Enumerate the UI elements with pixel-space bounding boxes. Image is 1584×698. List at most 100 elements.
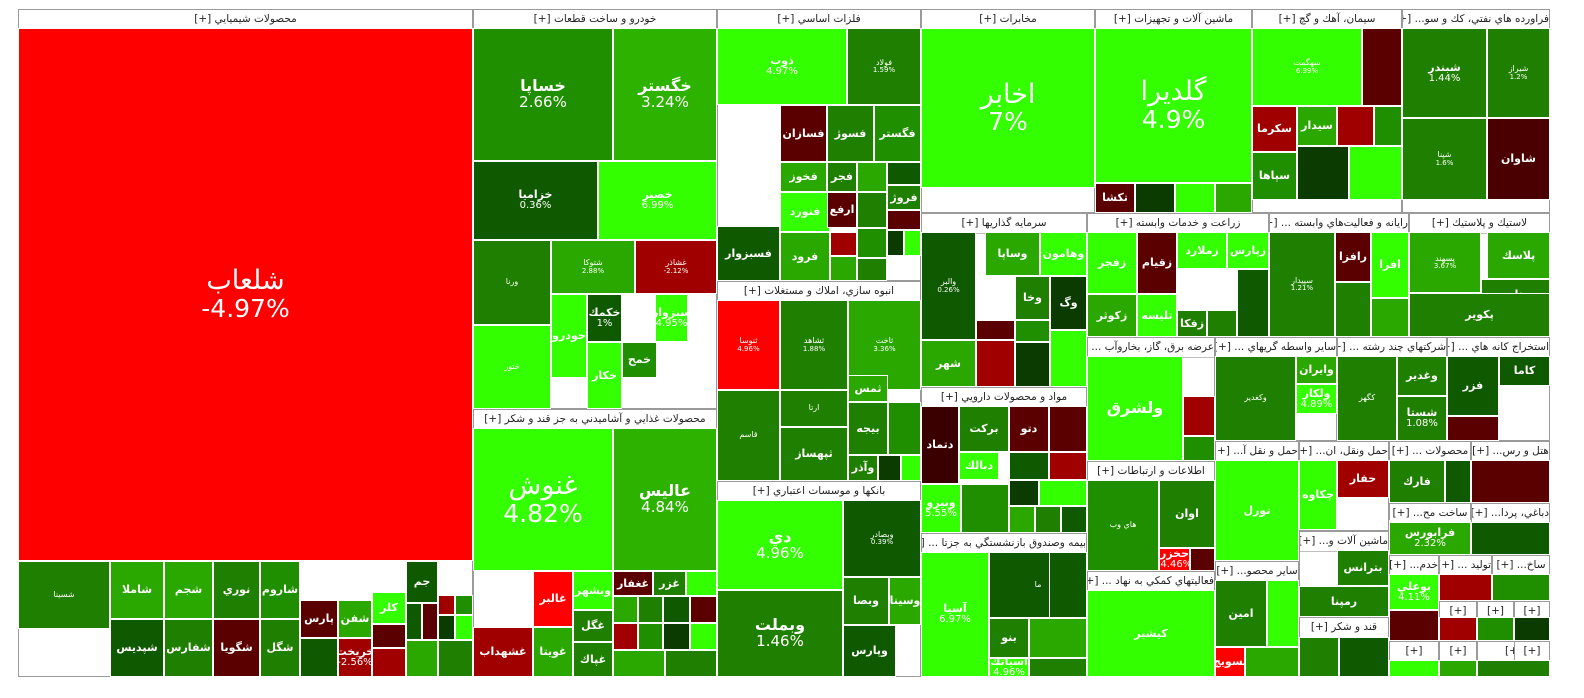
stock-tile[interactable]: كاما — [1499, 356, 1550, 386]
stock-tile[interactable]: خودرو — [551, 294, 587, 378]
sector-title[interactable]: ماشين آلات و... [+] — [1300, 532, 1388, 552]
sector-title[interactable]: رايانه و فعاليت‌هاي وابسته ... [+] — [1270, 214, 1408, 234]
sector-title[interactable]: لاستيك و پلاستيك [+] — [1410, 214, 1549, 234]
stock-tile[interactable]: بيجه — [848, 402, 888, 455]
stock-tile[interactable]: شيراز 1.2% — [1487, 28, 1550, 118]
stock-tile[interactable]: شفن — [338, 600, 372, 638]
stock-tile[interactable] — [690, 623, 717, 650]
stock-tile[interactable] — [1190, 548, 1215, 571]
stock-tile[interactable]: دتو — [1009, 406, 1049, 452]
stock-tile[interactable]: خكار — [587, 342, 622, 409]
stock-tile[interactable]: فسازان — [780, 105, 827, 162]
stock-tile[interactable] — [1049, 452, 1087, 480]
stock-tile[interactable] — [663, 596, 690, 623]
stock-tile[interactable] — [1039, 480, 1087, 506]
stock-tile[interactable] — [1207, 310, 1237, 337]
stock-tile[interactable] — [1439, 574, 1492, 601]
stock-tile[interactable] — [1389, 610, 1439, 641]
stock-tile[interactable]: خساپا 2.66% — [473, 28, 613, 161]
stock-tile[interactable] — [372, 624, 406, 648]
stock-tile[interactable]: كگهر — [1337, 356, 1397, 441]
stock-tile[interactable]: غغفار — [613, 571, 653, 596]
stock-tile[interactable] — [830, 256, 857, 281]
stock-tile[interactable] — [857, 228, 887, 258]
stock-tile[interactable] — [613, 623, 638, 650]
sector-title[interactable]: ساير واسطه گريهاي ... [+] — [1216, 338, 1336, 358]
stock-tile[interactable]: پكوير — [1409, 293, 1550, 337]
stock-tile[interactable]: زفكا — [1177, 310, 1207, 337]
stock-tile[interactable]: پارس — [300, 600, 338, 638]
stock-tile[interactable]: سپاها — [1252, 152, 1297, 200]
stock-tile[interactable]: ارفع — [827, 192, 857, 228]
stock-tile[interactable] — [1299, 637, 1339, 677]
stock-tile[interactable]: خريخت-2.56% — [338, 638, 372, 677]
sector-title[interactable]: توليد ... [+] — [1440, 556, 1491, 576]
stock-tile[interactable]: شهر — [921, 340, 976, 387]
sector-title[interactable]: بانكها و موسسات اعتباري [+] — [718, 482, 920, 502]
stock-tile[interactable]: وهامون — [1040, 232, 1087, 276]
stock-tile[interactable]: شلعاب -4.97% — [18, 28, 473, 561]
stock-tile[interactable]: غشاذر -2.12% — [635, 240, 717, 294]
sector-title[interactable]: محصولات غذايي و آشاميدني به جز قند و شكر… — [474, 410, 716, 430]
stock-tile[interactable]: ختور — [473, 325, 551, 409]
stock-tile[interactable]: وگ — [1050, 276, 1087, 330]
sector-title[interactable]: دباغي، پردا... [+] — [1472, 504, 1549, 524]
stock-tile[interactable]: غگل — [573, 610, 613, 642]
sector-title[interactable]: فعاليتهاي كمكي به نهاد ... [+] — [1088, 572, 1214, 592]
sector-title[interactable]: حمل ونقل، ان... [+] — [1300, 442, 1388, 462]
stock-tile[interactable] — [1237, 269, 1269, 337]
stock-tile[interactable]: شگويا — [213, 619, 260, 677]
sector-title[interactable]: [+] — [1515, 642, 1549, 662]
stock-tile[interactable]: خمح — [622, 342, 657, 378]
sector-title[interactable]: ماشين آلات و تجهيزات [+] — [1096, 10, 1251, 30]
stock-tile[interactable]: خكمك 1% — [587, 294, 622, 342]
stock-tile[interactable]: اخابر 7% — [921, 28, 1095, 188]
sector-title[interactable]: اطلاعات و ارتباطات [+] — [1088, 462, 1214, 482]
stock-tile[interactable] — [1362, 28, 1402, 106]
stock-tile[interactable] — [830, 232, 857, 256]
stock-tile[interactable]: عاليس 4.84% — [613, 428, 717, 571]
stock-tile[interactable] — [1183, 436, 1215, 461]
stock-tile[interactable]: دي 4.96% — [717, 500, 843, 590]
stock-tile[interactable]: هاي وب — [1087, 480, 1159, 571]
stock-tile[interactable]: خگستر 3.24% — [613, 28, 717, 161]
stock-tile[interactable]: شبندر 1.44% — [1402, 28, 1487, 118]
stock-tile[interactable]: والبر 0.26% — [921, 232, 976, 340]
stock-tile[interactable]: سكرما — [1252, 106, 1297, 152]
stock-tile[interactable] — [690, 596, 717, 623]
stock-tile[interactable]: فسبزوار — [717, 226, 780, 281]
stock-tile[interactable]: آسيا 6.97% — [921, 552, 989, 677]
stock-tile[interactable]: غپاك — [573, 642, 613, 677]
stock-tile[interactable] — [438, 615, 455, 640]
stock-tile[interactable]: ولشرق — [1087, 356, 1183, 461]
stock-tile[interactable]: فنورد — [780, 192, 830, 232]
stock-tile[interactable] — [1447, 416, 1499, 441]
stock-tile[interactable]: چكاوه — [1299, 460, 1337, 530]
stock-tile[interactable]: فجر — [827, 162, 857, 192]
stock-tile[interactable]: فرود — [780, 232, 830, 281]
stock-tile[interactable]: زقيام — [1137, 232, 1177, 294]
stock-tile[interactable] — [1374, 106, 1402, 146]
stock-tile[interactable]: غزر — [653, 571, 686, 596]
stock-tile[interactable]: تورل — [1215, 460, 1299, 561]
stock-tile[interactable] — [613, 596, 638, 623]
stock-tile[interactable]: پلاسك — [1487, 232, 1550, 279]
stock-tile[interactable] — [1514, 617, 1550, 641]
stock-tile[interactable]: فرابورس 2.32% — [1389, 522, 1471, 555]
stock-tile[interactable] — [665, 650, 717, 677]
sector-title[interactable]: شركتهاي چند رشته ... [+] — [1338, 338, 1446, 358]
stock-tile[interactable] — [663, 623, 690, 650]
stock-tile[interactable]: دبالك — [959, 452, 999, 480]
stock-tile[interactable] — [300, 638, 338, 677]
stock-tile[interactable] — [1267, 580, 1299, 647]
stock-tile[interactable] — [406, 640, 438, 677]
stock-tile[interactable] — [686, 571, 717, 596]
sector-title[interactable]: [+] — [1440, 642, 1476, 662]
stock-tile[interactable] — [1009, 480, 1039, 506]
stock-tile[interactable]: سپيدار 1.21% — [1269, 232, 1335, 337]
stock-tile[interactable] — [1245, 647, 1299, 677]
stock-tile[interactable] — [1215, 183, 1252, 213]
stock-tile[interactable]: شپنا 1.6% — [1402, 118, 1487, 200]
sector-title[interactable]: بيمه وصندوق بازنشستگي به جزتا ... [+] — [922, 534, 1086, 554]
stock-tile[interactable] — [1297, 146, 1349, 200]
